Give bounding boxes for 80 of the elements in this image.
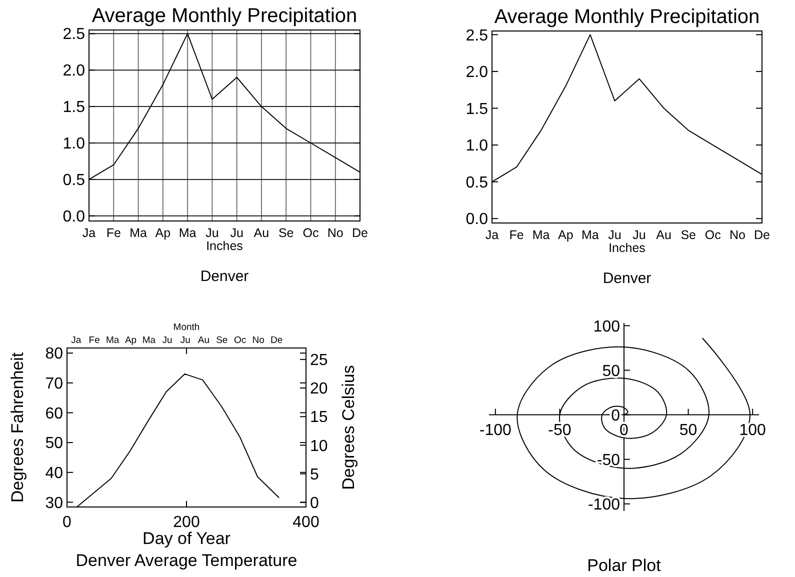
- x-tick-label: No: [729, 228, 746, 242]
- y-tick-label: 100: [593, 318, 620, 336]
- x-tick-label: Ju: [206, 226, 219, 240]
- y-tick-label: 0.5: [62, 172, 86, 190]
- y2-tick-label: 0: [310, 495, 319, 512]
- y-tick-label: 2.5: [466, 27, 488, 44]
- y-axis-title: Degrees Fahrenheit: [8, 352, 27, 503]
- y2-tick-label: 25: [310, 352, 328, 370]
- text: No: [252, 335, 264, 346]
- y-tick-label: -50: [596, 452, 620, 469]
- y-tick-label: 0.0: [62, 208, 86, 226]
- x-tick-label: Oc: [302, 226, 319, 240]
- x-tick-label: Ma: [532, 228, 550, 242]
- y-tick-label: 30: [45, 494, 64, 512]
- x-tick-label: Au: [656, 228, 672, 242]
- y-tick-label: 2.5: [62, 26, 86, 44]
- y2-tick-label: 20: [310, 380, 328, 398]
- y-tick-label: 40: [45, 464, 64, 482]
- x-tick-label: Ap: [155, 226, 171, 240]
- x-tick-label: Ju: [608, 228, 622, 242]
- y-tick-label: 0.5: [466, 174, 488, 192]
- x-tick-label: Ju: [632, 228, 646, 242]
- x-axis-title: Inches: [608, 241, 646, 255]
- x2-axis-title: Month: [173, 322, 200, 333]
- text: Se: [216, 335, 228, 346]
- x-tick-label: Se: [680, 228, 696, 242]
- y-tick-label: 2.0: [62, 62, 86, 80]
- text: Ju: [162, 335, 172, 346]
- y-tick-label: 2.0: [466, 64, 488, 82]
- x-tick-label: 200: [173, 514, 200, 531]
- text: Au: [198, 335, 210, 346]
- chart-title: Average Monthly Precipitation: [494, 6, 760, 28]
- text: Ja: [71, 335, 82, 346]
- text: Ju: [180, 335, 190, 346]
- x-tick-label: Se: [278, 226, 294, 240]
- y-tick-label: 0.0: [466, 211, 488, 228]
- y-tick-label: 50: [45, 435, 64, 452]
- x-tick-label: -100: [479, 422, 512, 439]
- x-tick-label: Ma: [581, 228, 599, 242]
- x-tick-label: Oc: [704, 228, 721, 242]
- chart-title: Average Monthly Precipitation: [92, 5, 358, 27]
- x-axis-title: Day of Year: [142, 529, 231, 548]
- text: Ap: [124, 335, 137, 346]
- y-tick-label: 1.5: [466, 100, 488, 118]
- y-tick-label: -100: [588, 496, 620, 514]
- x-tick-label: De: [754, 228, 770, 242]
- y-tick-label: 1.0: [466, 138, 488, 155]
- y2-tick-label: 15: [310, 409, 328, 426]
- y-tick-label: 1.5: [62, 99, 86, 116]
- y-tick-label: 60: [45, 405, 64, 422]
- text: De: [270, 335, 283, 346]
- x-axis-title: Inches: [206, 239, 243, 253]
- text: Denver: [200, 268, 249, 285]
- x-tick-label: De: [352, 226, 368, 240]
- text: Polar Plot: [587, 556, 662, 575]
- x-tick-label: Ja: [485, 228, 499, 242]
- y-tick-label: 80: [45, 346, 64, 363]
- x-tick-label: Ju: [230, 226, 244, 240]
- text: Denver: [602, 270, 652, 287]
- x-tick-label: 50: [679, 422, 698, 439]
- x-tick-label: Fe: [106, 226, 121, 240]
- x-tick-label: Ma: [178, 226, 196, 240]
- x-tick-label: Fe: [509, 228, 524, 242]
- text: Denver Average Temperature: [76, 551, 298, 570]
- y-tick-label: 70: [45, 376, 64, 392]
- text: Ma: [106, 335, 120, 346]
- x-tick-label: 400: [292, 514, 320, 531]
- y-tick-label: 50: [602, 362, 620, 380]
- x-tick-label: Ma: [130, 226, 147, 240]
- y2-tick-label: 5: [310, 466, 319, 484]
- x-tick-label: Ap: [558, 228, 574, 242]
- x-tick-label: Ja: [82, 226, 96, 240]
- y2-tick-label: 10: [310, 438, 328, 455]
- x-tick-label: Au: [254, 226, 270, 240]
- y-tick-label: 1.0: [62, 136, 86, 153]
- y2-axis-title: Degrees Celsius: [339, 365, 358, 490]
- text: Oc: [234, 335, 246, 346]
- text: Ma: [142, 335, 156, 346]
- text: Fe: [88, 335, 100, 346]
- x-tick-label: No: [327, 226, 344, 240]
